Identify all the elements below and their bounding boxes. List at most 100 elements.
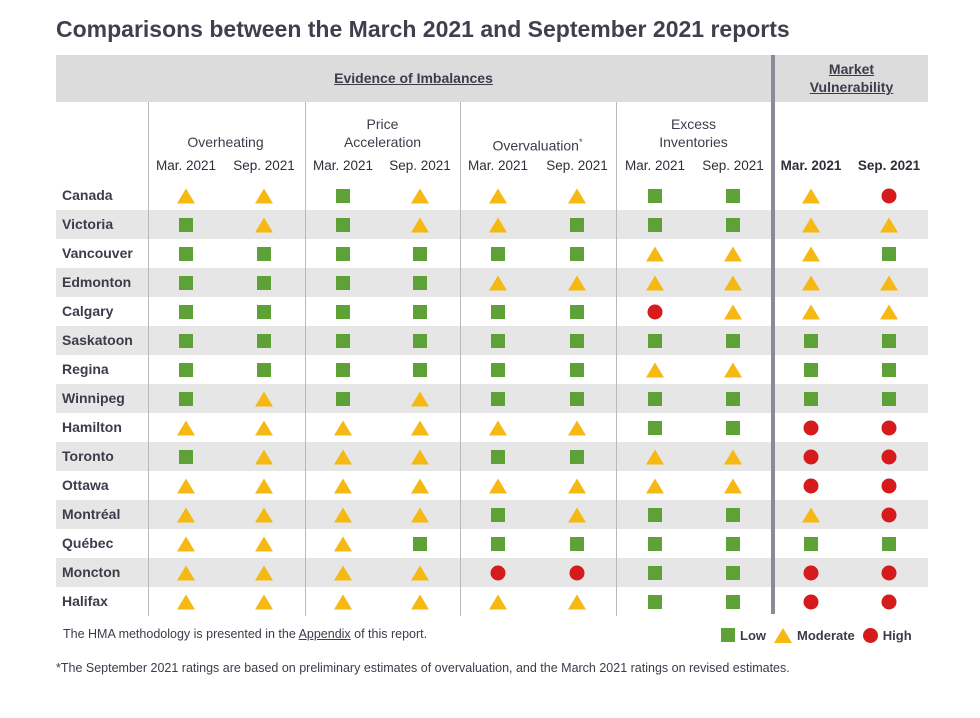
low-square-icon bbox=[179, 304, 193, 319]
city-label: Toronto bbox=[62, 447, 114, 464]
legend-item-low: Low bbox=[721, 628, 766, 643]
moderate-triangle-icon bbox=[177, 536, 195, 551]
moderate-triangle-icon bbox=[774, 627, 792, 643]
low-square-icon bbox=[179, 275, 193, 290]
market-header-band bbox=[775, 55, 928, 102]
moderate-triangle-icon bbox=[489, 478, 507, 493]
period-label: Mar. 2021 bbox=[312, 158, 374, 173]
moderate-triangle-icon bbox=[724, 304, 742, 319]
low-square-icon bbox=[570, 449, 584, 464]
moderate-triangle-icon bbox=[334, 536, 352, 551]
legend: Low Moderate High bbox=[721, 625, 920, 645]
moderate-triangle-icon bbox=[411, 420, 429, 435]
moderate-triangle-icon bbox=[880, 275, 898, 290]
column-separator bbox=[460, 102, 461, 616]
moderate-triangle-icon bbox=[334, 449, 352, 464]
moderate-triangle-icon bbox=[724, 449, 742, 464]
low-square-icon bbox=[726, 217, 740, 232]
moderate-triangle-icon bbox=[255, 536, 273, 551]
moderate-triangle-icon bbox=[646, 246, 664, 261]
moderate-triangle-icon bbox=[255, 420, 273, 435]
low-square-icon bbox=[721, 628, 735, 642]
page-title: Comparisons between the March 2021 and S… bbox=[56, 16, 790, 42]
low-square-icon bbox=[179, 362, 193, 377]
low-square-icon bbox=[648, 594, 662, 609]
moderate-triangle-icon bbox=[646, 275, 664, 290]
low-square-icon bbox=[726, 420, 740, 435]
low-square-icon bbox=[491, 304, 505, 319]
moderate-triangle-icon bbox=[411, 507, 429, 522]
moderate-triangle-icon bbox=[177, 565, 195, 580]
low-square-icon bbox=[648, 333, 662, 348]
moderate-triangle-icon bbox=[255, 565, 273, 580]
moderate-triangle-icon bbox=[802, 507, 820, 522]
city-label: Winnipeg bbox=[62, 389, 125, 406]
high-circle-icon bbox=[862, 627, 878, 643]
moderate-triangle-icon bbox=[411, 391, 429, 406]
city-label: Saskatoon bbox=[62, 331, 133, 348]
moderate-triangle-icon bbox=[334, 594, 352, 609]
low-square-icon bbox=[570, 246, 584, 261]
moderate-triangle-icon bbox=[334, 507, 352, 522]
city-label: Victoria bbox=[62, 215, 114, 232]
period-label: Mar. 2021 bbox=[780, 158, 842, 173]
low-square-icon bbox=[648, 217, 662, 232]
moderate-triangle-icon bbox=[646, 478, 664, 493]
low-square-icon bbox=[570, 333, 584, 348]
city-label: Vancouver bbox=[62, 244, 133, 261]
low-square-icon bbox=[257, 362, 271, 377]
moderate-triangle-icon bbox=[489, 594, 507, 609]
low-square-icon bbox=[413, 536, 427, 551]
moderate-triangle-icon bbox=[255, 478, 273, 493]
low-square-icon bbox=[648, 188, 662, 203]
low-square-icon bbox=[570, 304, 584, 319]
high-circle-icon bbox=[881, 188, 897, 203]
moderate-triangle-icon bbox=[880, 217, 898, 232]
high-circle-icon bbox=[881, 594, 897, 609]
moderate-triangle-icon bbox=[489, 420, 507, 435]
high-circle-icon bbox=[490, 565, 506, 580]
city-label: Québec bbox=[62, 534, 114, 551]
low-square-icon bbox=[648, 507, 662, 522]
moderate-triangle-icon bbox=[411, 188, 429, 203]
moderate-triangle-icon bbox=[177, 478, 195, 493]
moderate-triangle-icon bbox=[411, 449, 429, 464]
low-square-icon bbox=[179, 449, 193, 464]
low-square-icon bbox=[491, 449, 505, 464]
low-square-icon bbox=[179, 217, 193, 232]
high-circle-icon bbox=[881, 565, 897, 580]
low-square-icon bbox=[336, 362, 350, 377]
period-label: Sep. 2021 bbox=[857, 158, 921, 173]
low-square-icon bbox=[648, 420, 662, 435]
low-square-icon bbox=[570, 362, 584, 377]
low-square-icon bbox=[882, 536, 896, 551]
group-header: Overheating bbox=[187, 134, 264, 150]
moderate-triangle-icon bbox=[724, 478, 742, 493]
low-square-icon bbox=[336, 333, 350, 348]
low-square-icon bbox=[491, 362, 505, 377]
low-square-icon bbox=[257, 333, 271, 348]
moderate-triangle-icon bbox=[568, 478, 586, 493]
low-square-icon bbox=[648, 391, 662, 406]
moderate-triangle-icon bbox=[568, 594, 586, 609]
low-square-icon bbox=[179, 333, 193, 348]
appendix-link[interactable]: Appendix bbox=[298, 627, 351, 641]
low-square-icon bbox=[570, 391, 584, 406]
moderate-triangle-icon bbox=[880, 304, 898, 319]
moderate-triangle-icon bbox=[177, 420, 195, 435]
low-square-icon bbox=[804, 362, 818, 377]
column-separator bbox=[148, 102, 149, 616]
moderate-triangle-icon bbox=[646, 362, 664, 377]
low-square-icon bbox=[413, 275, 427, 290]
moderate-triangle-icon bbox=[255, 217, 273, 232]
low-square-icon bbox=[336, 304, 350, 319]
period-label: Sep. 2021 bbox=[702, 158, 764, 173]
high-circle-icon bbox=[803, 420, 819, 435]
city-label: Calgary bbox=[62, 302, 114, 319]
period-label: Sep. 2021 bbox=[389, 158, 451, 173]
legend-item-high: High bbox=[862, 627, 912, 643]
low-square-icon bbox=[648, 565, 662, 580]
moderate-triangle-icon bbox=[411, 565, 429, 580]
group-header: Overvaluation* bbox=[492, 137, 583, 154]
low-square-icon bbox=[179, 246, 193, 261]
